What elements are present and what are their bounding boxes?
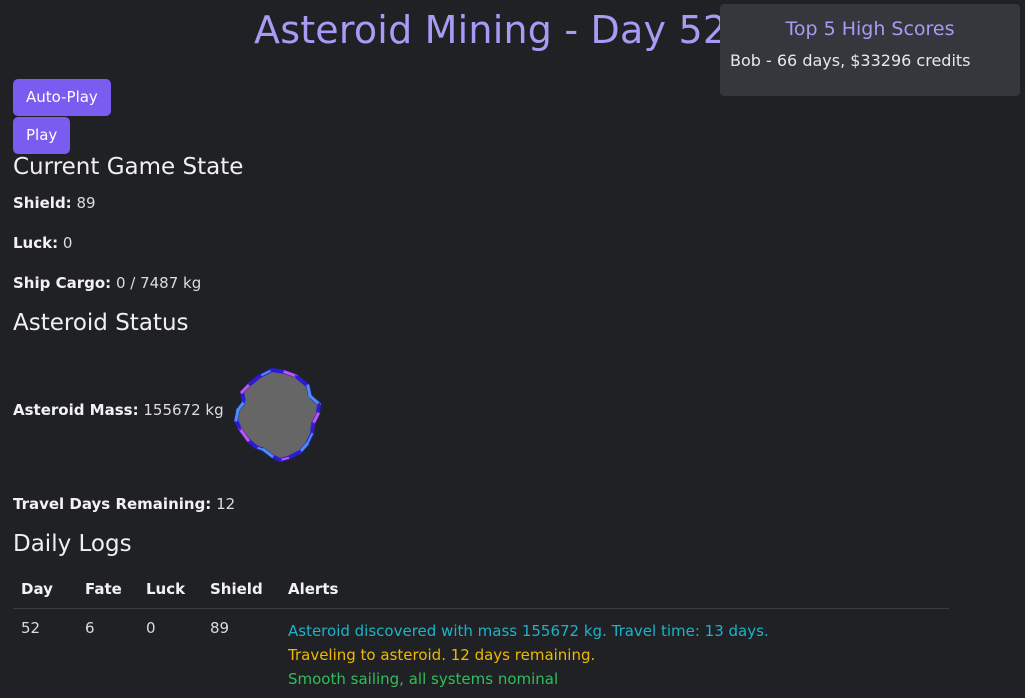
high-score-entry: Bob - 66 days, $33296 credits [730,51,971,70]
asteroid-edge-segment [312,424,313,434]
cell-shield: 89 [202,608,280,691]
asteroid-mass-label: Asteroid Mass: [13,401,139,419]
play-button[interactable]: Play [13,117,70,154]
asteroid-mass-stat: Asteroid Mass: 155672 kg [13,401,224,419]
cell-luck: 0 [138,608,202,691]
alert-success: Smooth sailing, all systems nominal [288,667,949,691]
cell-fate: 6 [77,608,138,691]
game-state-heading: Current Game State [13,154,243,180]
shield-value: 89 [76,194,95,212]
table-header-row: Day Fate Luck Shield Alerts [13,571,949,608]
asteroid-icon [230,364,330,462]
shield-label: Shield: [13,194,72,212]
asteroid-edge-segment [272,370,285,372]
luck-stat: Luck: 0 [13,234,72,252]
cargo-stat: Ship Cargo: 0 / 7487 kg [13,274,201,292]
high-scores-panel: Top 5 High Scores Bob - 66 days, $33296 … [720,4,1020,96]
alert-warning: Traveling to asteroid. 12 days remaining… [288,643,949,667]
daily-logs-heading: Daily Logs [13,531,132,557]
cell-alerts: Asteroid discovered with mass 155672 kg.… [280,608,949,691]
asteroid-status-heading: Asteroid Status [13,310,189,336]
column-header-fate: Fate [77,571,138,608]
alert-info: Asteroid discovered with mass 155672 kg.… [288,619,949,643]
daily-logs-table: Day Fate Luck Shield Alerts 52 6 0 89 As… [13,571,949,691]
travel-days-label: Travel Days Remaining: [13,495,211,513]
asteroid-mass-value: 155672 kg [143,401,223,419]
page-title: Asteroid Mining - Day 52 [254,8,727,52]
travel-days-value: 12 [216,495,235,513]
table-row: 52 6 0 89 Asteroid discovered with mass … [13,608,949,691]
column-header-alerts: Alerts [280,571,949,608]
cargo-label: Ship Cargo: [13,274,111,292]
luck-label: Luck: [13,234,58,252]
column-header-luck: Luck [138,571,202,608]
shield-stat: Shield: 89 [13,194,96,212]
cargo-value: 0 / 7487 kg [116,274,201,292]
column-header-day: Day [13,571,77,608]
travel-days-stat: Travel Days Remaining: 12 [13,495,235,513]
high-scores-title: Top 5 High Scores [720,18,1020,40]
cell-day: 52 [13,608,77,691]
autoplay-button[interactable]: Auto-Play [13,79,111,116]
column-header-shield: Shield [202,571,280,608]
luck-value: 0 [63,234,73,252]
